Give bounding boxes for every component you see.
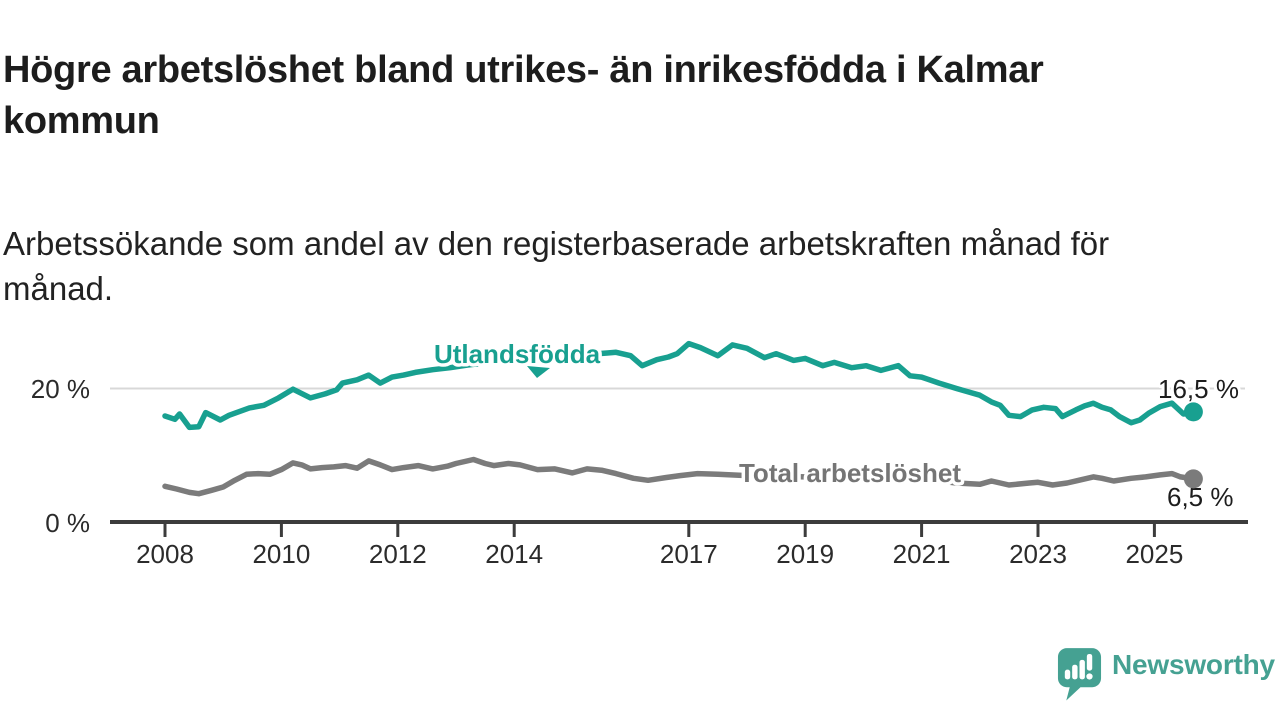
- label-pointer-icon: [527, 366, 550, 378]
- x-axis-ticks: [163, 522, 1156, 537]
- newsworthy-logo: Newsworthy: [1056, 646, 1275, 708]
- y-tick-label-0: 0 %: [45, 508, 90, 538]
- y-tick-label-20: 20 %: [30, 374, 90, 404]
- end-dot-utlandsfodda: [1183, 402, 1203, 422]
- series-end-value-total: 6,5 %: [1167, 482, 1234, 512]
- series-label-total: Total arbetslöshet: [739, 458, 961, 488]
- x-tick-label: 2014: [485, 539, 544, 569]
- x-tick-label: 2019: [776, 539, 835, 569]
- x-tick-label: 2025: [1125, 539, 1184, 569]
- x-tick-label: 2008: [136, 539, 194, 569]
- x-tick-label: 2010: [252, 539, 311, 569]
- end-dot-total: [1183, 469, 1203, 489]
- x-tick-label: 2023: [1009, 539, 1067, 569]
- line-utlandsfodda: [162, 340, 1197, 431]
- chart-subtitle: Arbetssökande som andel av den registerb…: [3, 225, 1110, 307]
- x-tick-label: 2012: [368, 539, 427, 569]
- page-title: Högre arbetslöshet bland utrikes- än inr…: [3, 49, 1044, 143]
- series-label-utlandsfodda: Utlandsfödda: [434, 339, 601, 369]
- series-end-value-utlandsfodda: 16,5 %: [1158, 374, 1239, 404]
- logo-wordmark: Newsworthy: [1112, 649, 1275, 680]
- bar-chart-speech-bubble-icon: [1056, 646, 1103, 708]
- x-tick-label: 2017: [659, 539, 718, 569]
- x-tick-label: 2021: [892, 539, 951, 569]
- line-total-arbetsloshet: [162, 456, 1197, 497]
